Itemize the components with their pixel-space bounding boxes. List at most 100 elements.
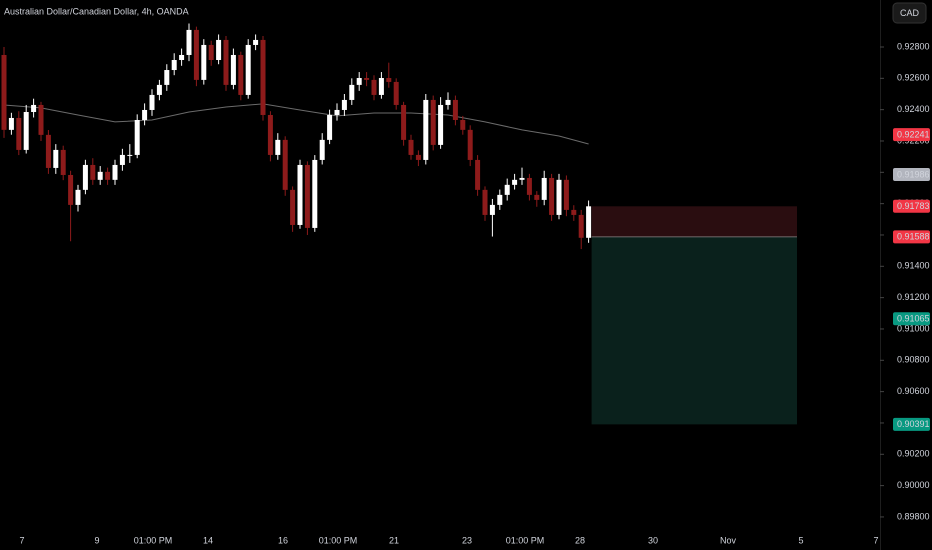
moving-average: [3, 103, 589, 145]
candle-body: [290, 189, 296, 225]
price-label: 0.92241: [897, 129, 930, 139]
candle-body: [23, 112, 29, 150]
candle-body: [563, 179, 569, 210]
candle-body: [275, 139, 281, 155]
y-tick-label: 0.91000: [897, 323, 930, 333]
candle-body: [408, 139, 414, 155]
candle-body: [297, 164, 303, 225]
candle-body: [75, 189, 81, 205]
candle-body: [267, 114, 273, 155]
candle-body: [445, 99, 451, 105]
candle-body: [482, 189, 488, 215]
x-tick-label: 21: [389, 535, 399, 545]
candle-body: [556, 179, 562, 215]
candle-body: [319, 139, 325, 160]
candle-body: [164, 70, 170, 85]
candle-body: [238, 54, 244, 95]
candle-body: [571, 209, 577, 215]
price-label-box: [893, 417, 930, 431]
x-tick-label: 01:00 PM: [319, 535, 358, 545]
candle-body: [526, 177, 532, 195]
x-tick-label: 7: [19, 535, 24, 545]
candle-body: [438, 104, 444, 145]
candle-body: [512, 179, 518, 185]
candle-body: [497, 194, 503, 205]
y-tick-label: 0.90600: [897, 386, 930, 396]
candle-body: [549, 177, 555, 215]
candle-body: [53, 149, 59, 168]
stop-zone: [591, 206, 797, 237]
candle-body: [401, 104, 407, 140]
candle-body: [519, 177, 525, 180]
x-tick-label: 16: [278, 535, 288, 545]
x-tick-label: 30: [648, 535, 658, 545]
axes: 0.928000.926000.924000.922000.920000.918…: [19, 41, 930, 545]
candle-body: [327, 114, 333, 140]
candle-body: [193, 29, 199, 80]
price-label-box: [893, 128, 930, 142]
candle-body: [541, 177, 547, 200]
x-tick-label: 5: [798, 535, 803, 545]
price-label-box: [893, 168, 930, 182]
candle-body: [386, 78, 392, 82]
candle-body: [260, 39, 266, 115]
candle-body: [142, 109, 148, 120]
candle-body: [245, 44, 251, 95]
candle-body: [90, 164, 96, 180]
candle-body: [216, 39, 222, 60]
candle-body: [452, 99, 458, 120]
candle-body: [282, 139, 288, 190]
y-tick-label: 0.91400: [897, 261, 930, 271]
candle-body: [378, 78, 384, 95]
price-label: 0.91588: [897, 232, 930, 242]
price-label: 0.91783: [897, 201, 930, 211]
candle-body: [371, 79, 377, 95]
candle-body: [60, 149, 66, 175]
y-tick-label: 0.92400: [897, 104, 930, 114]
candle-body: [134, 119, 140, 155]
plot: [1, 23, 797, 425]
candle-body: [475, 159, 481, 190]
candle-body: [364, 78, 370, 80]
price-label: 0.91065: [897, 314, 930, 324]
y-tick-label: 0.90200: [897, 449, 930, 459]
price-label: 0.91986: [897, 169, 930, 179]
candle-body: [578, 214, 584, 238]
price-label-box: [893, 312, 930, 326]
y-tick-label: 0.92600: [897, 73, 930, 83]
candle-body: [223, 39, 229, 85]
candle-body: [489, 204, 495, 215]
candle-body: [16, 117, 22, 150]
candle-body: [534, 194, 540, 200]
candle-body: [105, 171, 111, 180]
candle-body: [430, 99, 436, 145]
currency-button[interactable]: [892, 2, 927, 24]
candle-body: [341, 99, 347, 110]
x-tick-label: 28: [575, 535, 585, 545]
candle-body: [112, 164, 118, 180]
candle-body: [156, 84, 162, 95]
candle-body: [186, 29, 192, 55]
currency-label[interactable]: CAD: [900, 8, 920, 18]
candle-body: [45, 134, 51, 168]
candle-body: [208, 44, 214, 60]
chart-title: Australian Dollar/Canadian Dollar, 4h, O…: [4, 6, 189, 16]
x-tick-label: 01:00 PM: [506, 535, 545, 545]
candle-body: [393, 81, 399, 105]
candle-body: [304, 164, 310, 228]
candle-body: [31, 104, 37, 113]
candle-body: [334, 109, 340, 115]
candle-body: [460, 119, 466, 130]
candle-body: [8, 117, 14, 130]
candle-body: [201, 44, 207, 80]
candle-body: [312, 159, 318, 228]
candle-body: [356, 78, 362, 85]
candle-body: [171, 59, 177, 71]
candle-body: [230, 54, 236, 85]
x-tick-label: 7: [873, 535, 878, 545]
candle-body: [149, 94, 155, 110]
candle-body: [1, 54, 7, 130]
price-label-box: [893, 199, 930, 213]
price-label-box: [893, 230, 930, 244]
